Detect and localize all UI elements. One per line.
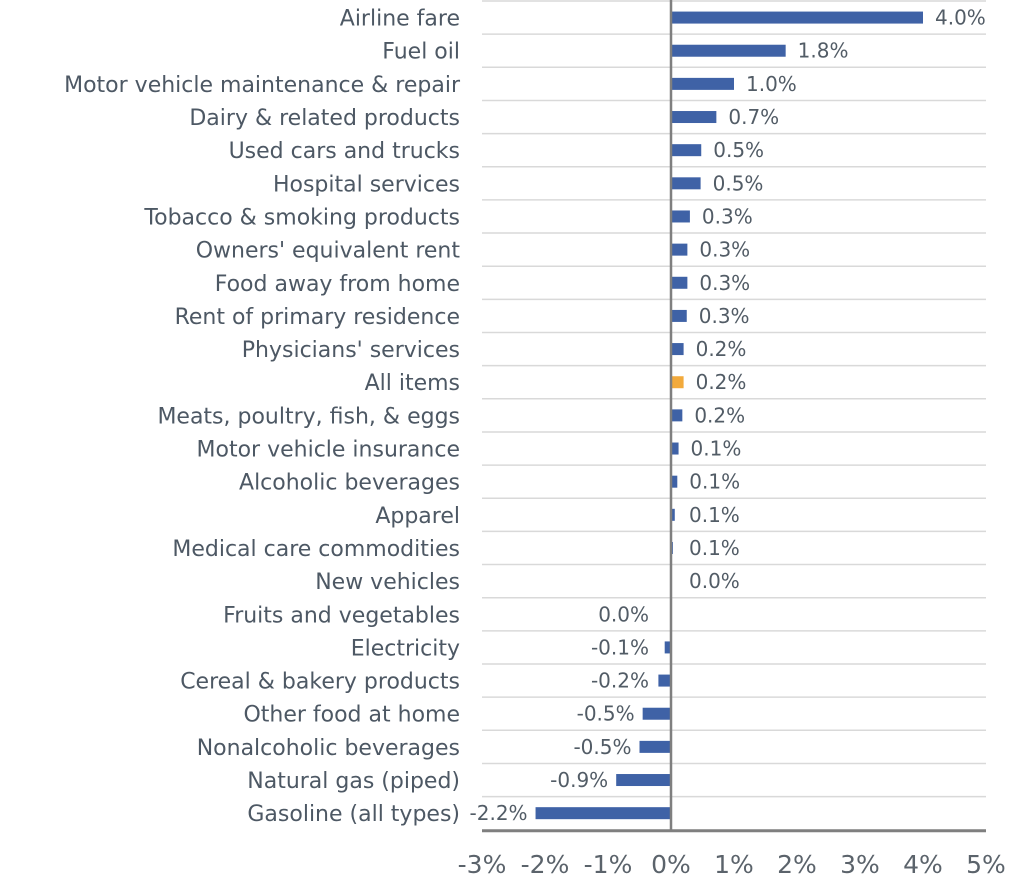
- value-label: -0.2%: [591, 669, 649, 693]
- value-label: 1.8%: [798, 39, 849, 63]
- value-label: 0.0%: [598, 602, 649, 626]
- category-labels: Airline fare Fuel oil Motor vehicle mainte…: [64, 7, 461, 828]
- bar: [671, 111, 717, 124]
- category-label: Hospital services: [273, 172, 460, 197]
- value-labels: 4.0% 1.8%1.0% 0.7% 0.5% 0.5% 0.3% 0.3% 0.3% 0.3%…: [470, 6, 986, 826]
- bar: [671, 144, 702, 157]
- bar: [535, 807, 671, 820]
- bar: [671, 276, 688, 289]
- bar: [671, 77, 734, 90]
- bar: [671, 508, 675, 521]
- category-label: Other food at home: [243, 703, 460, 728]
- value-label: 0.1%: [689, 470, 740, 494]
- value-label: 0.3%: [699, 271, 750, 295]
- bar: [664, 641, 671, 654]
- category-label: Medical care commodities: [172, 537, 460, 562]
- value-label: 0.3%: [702, 204, 753, 228]
- category-label: Fuel oil: [382, 40, 460, 65]
- category-label: Food away from home: [215, 272, 460, 297]
- bar: [671, 409, 683, 422]
- value-label: 0.2%: [696, 370, 747, 394]
- x-tick-label: -2%: [521, 850, 570, 879]
- value-label: 0.1%: [689, 536, 740, 560]
- bars: [535, 11, 923, 820]
- category-label: Motor vehicle maintenance & repair: [64, 73, 461, 98]
- value-label: 4.0%: [935, 6, 986, 30]
- bar: [671, 343, 684, 356]
- value-label: 0.7%: [728, 105, 779, 129]
- bar: [671, 442, 679, 455]
- value-label: -0.1%: [591, 635, 649, 659]
- category-label: Fruits and vegetables: [223, 603, 460, 628]
- x-tick-label: 4%: [903, 850, 943, 879]
- category-label: Used cars and trucks: [229, 139, 460, 164]
- value-label: 0.3%: [699, 238, 750, 262]
- category-label: Airline fare: [340, 7, 460, 32]
- x-tick-label: 1%: [714, 850, 754, 879]
- bar: [671, 243, 688, 256]
- value-label: 0.5%: [713, 138, 764, 162]
- bar: [658, 674, 671, 687]
- bar: [671, 475, 678, 488]
- category-label: New vehicles: [315, 570, 460, 595]
- bar: [616, 774, 671, 787]
- category-label: Gasoline (all types): [247, 802, 460, 827]
- bar: [671, 44, 786, 57]
- x-tick-label: 2%: [777, 850, 817, 879]
- value-label: 0.5%: [713, 171, 764, 195]
- category-label: Meats, poultry, fish, & eggs: [157, 404, 460, 429]
- value-label: -2.2%: [470, 801, 528, 825]
- x-tick-label: 5%: [966, 850, 1006, 879]
- value-label: -0.9%: [550, 768, 608, 792]
- value-label: -0.5%: [573, 735, 631, 759]
- category-label: Dairy & related products: [189, 106, 460, 131]
- x-tick-label: -3%: [458, 850, 507, 879]
- value-label: 0.0%: [689, 569, 740, 593]
- value-label: 0.2%: [694, 403, 745, 427]
- bar: [671, 210, 690, 223]
- category-label: Apparel: [375, 504, 460, 529]
- bar: [639, 740, 671, 753]
- category-label: All items: [365, 371, 460, 396]
- category-label: Cereal & bakery products: [180, 670, 460, 695]
- category-label: Electricity: [351, 636, 460, 661]
- bar: [642, 707, 671, 720]
- value-label: 0.1%: [689, 503, 740, 527]
- category-label: Owners' equivalent rent: [196, 239, 461, 264]
- x-tick-label: 3%: [840, 850, 880, 879]
- value-label: -0.5%: [577, 702, 635, 726]
- category-label: Natural gas (piped): [247, 769, 460, 794]
- x-tick-labels: -3% -2% -1% 0% 1% 2% 3% 4% 5%: [458, 850, 1006, 879]
- x-tick-label: 0%: [651, 850, 691, 879]
- category-label: Rent of primary residence: [175, 305, 460, 330]
- category-label: Physicians' services: [242, 338, 460, 363]
- axes: [482, 0, 986, 833]
- gridlines: [482, 0, 986, 798]
- value-label: 0.1%: [691, 437, 742, 461]
- category-label: Nonalcoholic beverages: [197, 736, 460, 761]
- value-label: 0.3%: [699, 304, 750, 328]
- value-label: 1.0%: [746, 72, 797, 96]
- bar-highlight: [671, 376, 684, 389]
- category-label: Tobacco & smoking products: [143, 205, 460, 230]
- value-label: 0.2%: [696, 337, 747, 361]
- category-label: Motor vehicle insurance: [197, 438, 460, 463]
- x-tick-label: -1%: [584, 850, 633, 879]
- bar: [671, 11, 923, 24]
- bar: [671, 177, 701, 190]
- bar: [671, 309, 687, 322]
- category-label: Alcoholic beverages: [239, 471, 460, 496]
